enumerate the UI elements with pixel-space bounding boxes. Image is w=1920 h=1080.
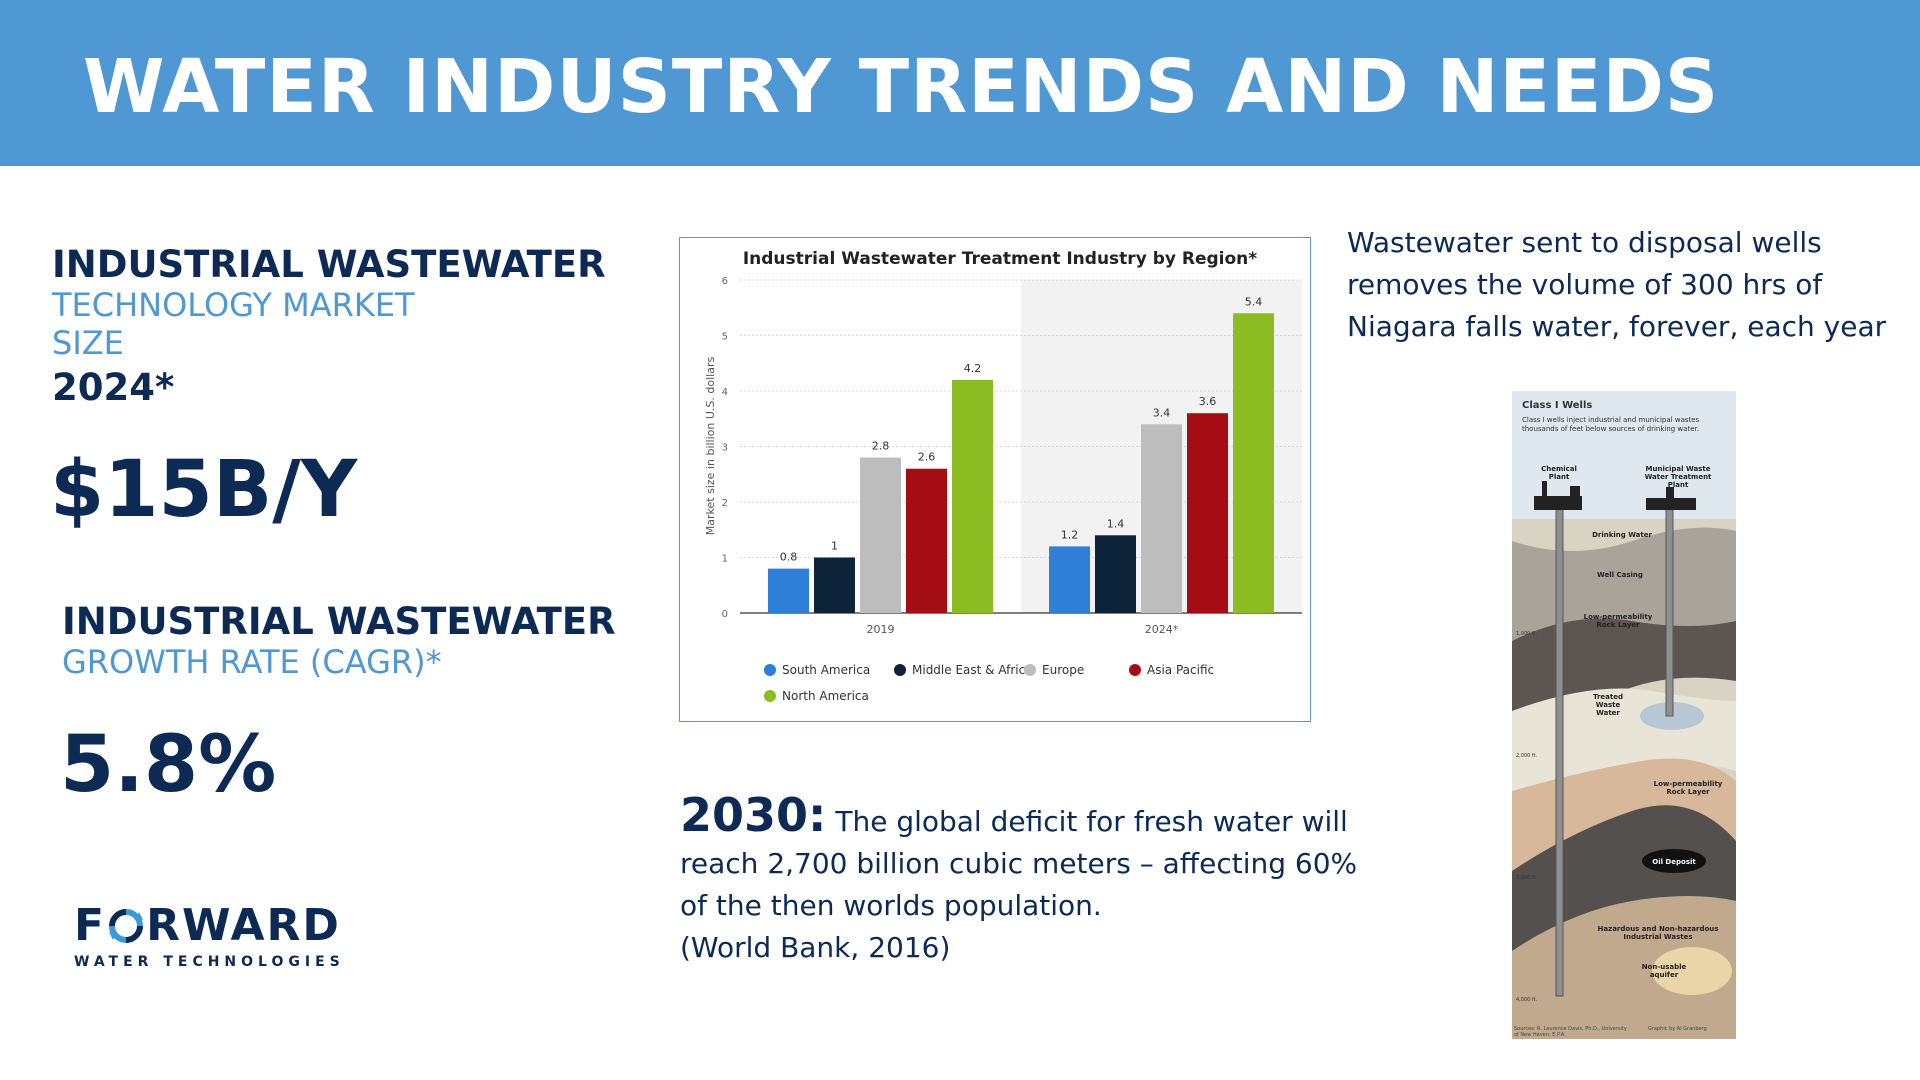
bar-south-america-1	[1049, 546, 1090, 613]
legend-marker	[1129, 664, 1141, 676]
page-title: WATER INDUSTRY TRENDS AND NEEDS	[83, 44, 1720, 130]
legend-marker	[1024, 664, 1036, 676]
bar-value-label: 3.6	[1199, 395, 1217, 408]
chart-bars: 0.8 1 2.8 2.6 4.2 1.2 1.4 3.4 3.6 5.4	[768, 295, 1274, 613]
y-axis-label: Market size in billion U.S. dollars	[704, 357, 717, 536]
bar-asia-pacific-0	[906, 468, 947, 613]
legend-marker	[764, 690, 776, 702]
depth-1000-label: 1,000 ft.	[1516, 631, 1538, 637]
x-tick-label: 2019	[867, 623, 895, 636]
chart-canvas: Industrial Wastewater Treatment Industry…	[704, 249, 1302, 703]
logo-letters-rward: RWARD	[146, 900, 341, 951]
hazardous-wastes-label: Hazardous and Non-hazardous Industrial W…	[1597, 925, 1719, 941]
chart-title: Industrial Wastewater Treatment Industry…	[743, 249, 1257, 269]
legend-marker	[764, 664, 776, 676]
bar-middle-east-africa-0	[814, 557, 855, 613]
y-tick-label: 2	[722, 498, 728, 509]
legend-marker	[894, 664, 906, 676]
bar-asia-pacific-1	[1187, 413, 1228, 613]
logo-wordmark: F RWARD	[74, 902, 344, 950]
legend-label: Asia Pacific	[1147, 663, 1214, 677]
x-tick-label: 2024*	[1145, 623, 1179, 636]
market-subheading-line2: SIZE	[52, 324, 124, 362]
oil-deposit-label: Oil Deposit	[1652, 858, 1696, 866]
depth-4000-label: 4,000 ft.	[1516, 997, 1538, 1003]
depth-2000-label: 2,000 ft.	[1516, 753, 1538, 759]
market-subheading-line1: TECHNOLOGY MARKET	[52, 286, 415, 324]
bar-south-america-0	[768, 568, 809, 613]
bar-value-label: 0.8	[780, 551, 798, 564]
y-axis-ticks: 0 1 2 3 4 5 6	[722, 276, 728, 620]
municipal-plant-label: Municipal Waste Water Treatment Plant	[1644, 465, 1712, 489]
bar-value-label: 1	[831, 540, 838, 553]
growth-value: 5.8%	[60, 720, 277, 810]
y-tick-label: 5	[722, 332, 728, 343]
well-cross-section	[1512, 391, 1736, 1039]
growth-subheading: GROWTH RATE (CAGR)*	[62, 643, 442, 681]
market-heading: INDUSTRIAL WASTEWATER	[52, 243, 606, 286]
bar-value-label: 5.4	[1245, 295, 1263, 308]
header-banner: WATER INDUSTRY TRENDS AND NEEDS	[0, 0, 1920, 166]
non-usable-aquifer-label: Non-usable aquifer	[1641, 963, 1687, 979]
bar-europe-1	[1141, 424, 1182, 613]
illustration-description: Class I wells inject industrial and muni…	[1522, 416, 1700, 433]
bar-value-label: 2.8	[872, 440, 890, 453]
low-permeability-label-2: Low-permeability Rock Layer	[1653, 780, 1723, 796]
low-permeability-label-1: Low-permeability Rock Layer	[1583, 613, 1653, 629]
bar-north-america-0	[952, 379, 993, 613]
water-deficit-note: 2030: The global deficit for fresh water…	[680, 792, 1380, 969]
legend-label: Middle East & Africa	[912, 663, 1033, 677]
bar-europe-0	[860, 457, 901, 613]
illustration-title: Class I Wells	[1522, 400, 1593, 411]
y-tick-label: 6	[722, 276, 728, 287]
chart-legend: South America Middle East & Africa Europe A…	[764, 663, 1214, 703]
depth-3000-label: 3,000 ft.	[1516, 875, 1538, 881]
logo-tagline: WATER TECHNOLOGIES	[74, 954, 345, 970]
deficit-text: The global deficit for fresh water will …	[680, 805, 1358, 922]
y-tick-label: 4	[722, 387, 728, 398]
illustration-credit: Graphic by Al Granberg	[1648, 1026, 1707, 1032]
growth-heading: INDUSTRIAL WASTEWATER	[62, 600, 616, 643]
well-casing-label: Well Casing	[1597, 571, 1643, 579]
deficit-source: (World Bank, 2016)	[680, 931, 951, 964]
drinking-water-label: Drinking Water	[1592, 531, 1652, 539]
x-axis-ticks: 2019 2024*	[867, 623, 1179, 636]
legend-label: North America	[782, 689, 869, 703]
market-value: $15B/Y	[50, 445, 358, 535]
bar-value-label: 4.2	[964, 362, 982, 375]
forward-logo: F RWARD WATER TECHNOLOGIES	[74, 902, 344, 978]
bar-value-label: 1.2	[1061, 528, 1079, 541]
deficit-year: 2030:	[680, 788, 827, 842]
bar-value-label: 3.4	[1153, 406, 1171, 419]
y-tick-label: 0	[722, 609, 728, 620]
chemical-plant-label: Chemical Plant	[1541, 465, 1577, 481]
market-by-region-chart: Industrial Wastewater Treatment Industry…	[679, 237, 1311, 722]
recycle-water-icon	[109, 909, 144, 943]
bar-value-label: 2.6	[918, 451, 936, 464]
market-year: 2024*	[52, 366, 175, 409]
bar-north-america-1	[1233, 313, 1274, 613]
y-tick-label: 1	[722, 554, 728, 565]
legend-label: Europe	[1042, 663, 1084, 677]
disposal-wells-note: Wastewater sent to disposal wells remove…	[1347, 226, 1887, 343]
legend-label: South America	[782, 663, 870, 677]
bar-middle-east-africa-1	[1095, 535, 1136, 613]
bar-value-label: 1.4	[1107, 517, 1125, 530]
treated-water-label: Treated Waste Water	[1592, 693, 1624, 717]
class-one-wells-illustration: Class I Wells Class I wells inject indus…	[1512, 391, 1736, 1039]
illustration-sources: Sources: R. Laurence Davis, Ph.D., Unive…	[1514, 1026, 1627, 1038]
logo-letter-f: F	[74, 900, 107, 951]
y-tick-label: 3	[722, 443, 728, 454]
